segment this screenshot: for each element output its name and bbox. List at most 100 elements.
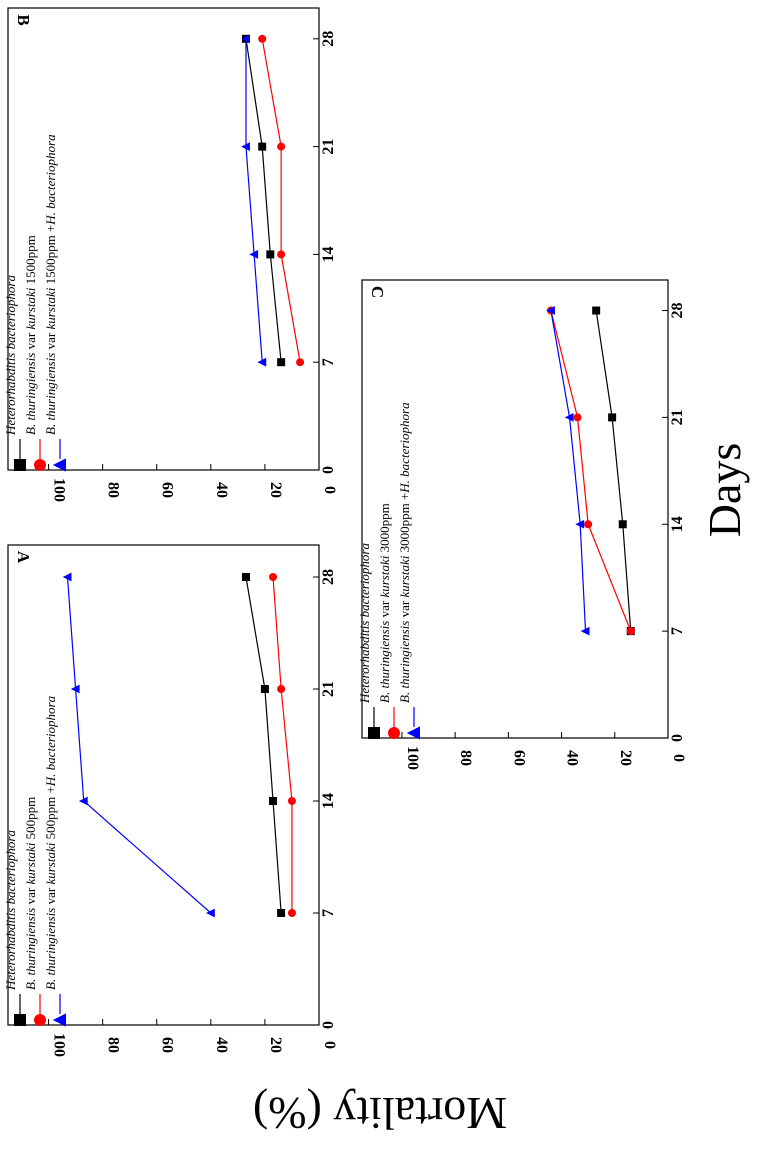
- data-point-series-1: [241, 573, 250, 581]
- y-axis-title: Mortality (%): [253, 1088, 507, 1139]
- data-point-series-1: [618, 520, 627, 529]
- data-point-series-3: [62, 572, 72, 582]
- legend-marker-3: [406, 726, 420, 740]
- panel-label: C: [368, 286, 387, 298]
- data-point-series-1: [266, 250, 275, 259]
- data-point-series-2: [277, 142, 286, 151]
- legend-marker-2: [388, 727, 400, 739]
- data-point-series-2: [277, 685, 286, 693]
- x-tick-label: 0: [669, 734, 686, 742]
- legend-marker-1: [14, 1014, 26, 1026]
- y-tick-label: 80: [105, 482, 122, 498]
- data-point-series-3: [241, 34, 250, 44]
- data-point-series-1: [592, 306, 601, 315]
- plot-frame: [361, 279, 669, 739]
- x-tick-label: 0: [320, 466, 337, 474]
- data-point-series-2: [269, 573, 278, 581]
- panel-a: 0 20 40 60 80 100 0 7 14 21 28 A Heterorhabditis bac…: [3, 544, 338, 1057]
- panel-c: 0 20 40 60 80 100 0 7 14 21 28 C Heterorhabditis bac…: [357, 279, 687, 770]
- panel-b: 0 20 40 60 80 100 0 7 14 21 28 B Heterorhabditis bac…: [3, 7, 338, 502]
- x-tick-label: 28: [669, 303, 686, 319]
- y-tick-label: 100: [404, 746, 421, 770]
- y-tick-label: 20: [267, 482, 284, 498]
- series-line-2: [272, 576, 293, 913]
- series-line-3: [66, 576, 212, 914]
- data-point-series-2: [296, 358, 305, 367]
- plot-frame: [7, 7, 320, 471]
- data-point-series-1: [608, 413, 617, 422]
- legend-label-2: B. thuringiensis var kurstaki 1500ppm: [23, 235, 38, 435]
- y-tick-label: 40: [213, 1037, 230, 1053]
- panel-label: A: [14, 551, 33, 564]
- legend-label-1: Heterorhabditis bacteriophora: [3, 830, 18, 991]
- x-tick-label: 0: [320, 1021, 337, 1029]
- series-line-2: [261, 38, 301, 363]
- x-tick-label: 14: [669, 516, 686, 532]
- y-tick-label: 20: [267, 1037, 284, 1053]
- data-point-series-3: [564, 413, 574, 422]
- legend-marker-3: [52, 458, 66, 472]
- x-tick-label: 14: [320, 246, 337, 262]
- x-tick-label: 7: [320, 909, 337, 917]
- y-tick-label: 60: [159, 1037, 176, 1053]
- legend-label-1: Heterorhabditis bacteriophora: [357, 543, 372, 704]
- legend-marker-1: [14, 459, 26, 471]
- x-axis-title: Days: [699, 443, 750, 538]
- data-point-series-2: [287, 909, 296, 917]
- data-point-series-3: [257, 357, 267, 367]
- x-tick-label: 7: [320, 358, 337, 366]
- legend-label-3: B. thuringiensis var kurstaki 500ppm +H.…: [43, 695, 58, 990]
- y-tick-label: 20: [617, 750, 634, 766]
- series-line-1: [595, 310, 632, 632]
- y-tick-label: 0: [321, 1041, 338, 1049]
- panel-label: B: [14, 14, 33, 25]
- data-point-series-2: [573, 413, 582, 422]
- x-tick-label: 21: [320, 139, 337, 155]
- series-line-2: [550, 310, 632, 632]
- data-point-series-2: [287, 797, 296, 805]
- y-tick-label: 100: [51, 1033, 68, 1057]
- y-tick-label: 40: [213, 482, 230, 498]
- y-tick-label: 60: [510, 750, 527, 766]
- series-line-1: [245, 576, 282, 914]
- data-point-series-1: [277, 358, 286, 367]
- x-tick-label: 14: [320, 793, 337, 809]
- series-line-1: [245, 38, 282, 363]
- x-tick-label: 21: [320, 681, 337, 697]
- data-point-series-2: [277, 250, 286, 259]
- data-point-series-3: [546, 306, 555, 315]
- data-point-series-1: [277, 909, 286, 917]
- data-point-series-2: [626, 627, 635, 636]
- series-line-3: [550, 310, 587, 632]
- data-point-series-3: [580, 626, 590, 636]
- y-tick-label: 100: [51, 478, 68, 502]
- x-tick-label: 7: [669, 627, 686, 635]
- data-point-series-3: [249, 250, 259, 259]
- y-tick-label: 80: [457, 750, 474, 766]
- legend-label-1: Heterorhabditis bacteriophora: [3, 275, 18, 436]
- y-tick-label: 80: [105, 1037, 122, 1053]
- legend-label-2: B. thuringiensis var kurstaki 3000ppm: [377, 503, 392, 703]
- y-tick-label: 60: [159, 482, 176, 498]
- series-line-3: [245, 38, 263, 363]
- legend-label-3: B. thuringiensis var kurstaki 3000ppm +H…: [397, 402, 412, 703]
- data-point-series-3: [78, 796, 88, 806]
- data-point-series-1: [258, 142, 267, 151]
- data-point-series-3: [241, 142, 250, 151]
- x-tick-label: 21: [669, 409, 686, 425]
- plot-frame: [7, 544, 320, 1026]
- data-point-series-2: [584, 520, 593, 529]
- legend-marker-3: [52, 1013, 66, 1027]
- data-point-series-1: [269, 797, 278, 805]
- data-point-series-3: [206, 908, 215, 918]
- legend-marker-1: [368, 727, 380, 739]
- y-tick-label: 0: [321, 486, 338, 494]
- x-tick-label: 28: [320, 31, 337, 47]
- data-point-series-2: [258, 34, 267, 43]
- x-tick-label: 28: [320, 569, 337, 585]
- legend-label-2: B. thuringiensis var kurstaki 500ppm: [23, 797, 38, 990]
- y-tick-label: 0: [670, 754, 687, 762]
- data-point-series-1: [260, 685, 269, 693]
